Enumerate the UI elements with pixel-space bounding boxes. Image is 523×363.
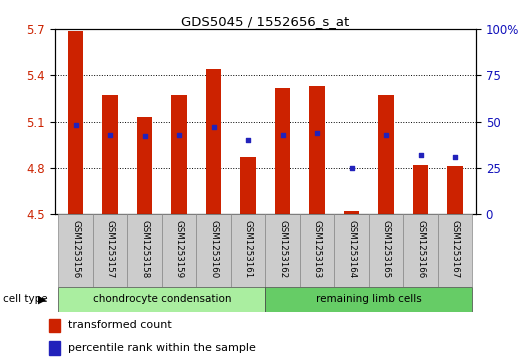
Point — [382, 132, 390, 138]
Bar — [266, 287, 472, 312]
Text: GSM1253161: GSM1253161 — [244, 220, 253, 278]
Bar — [438, 214, 472, 287]
Text: GSM1253162: GSM1253162 — [278, 220, 287, 278]
Point — [278, 132, 287, 138]
Bar — [59, 287, 266, 312]
Point — [451, 154, 459, 160]
Point — [106, 132, 115, 138]
Point — [347, 165, 356, 171]
Bar — [68, 30, 83, 214]
Bar — [49, 342, 60, 355]
Text: ▶: ▶ — [38, 294, 46, 305]
Point — [313, 130, 321, 136]
Bar — [403, 214, 438, 287]
Text: GSM1253167: GSM1253167 — [451, 220, 460, 278]
Title: GDS5045 / 1552656_s_at: GDS5045 / 1552656_s_at — [181, 15, 349, 28]
Bar — [310, 86, 325, 214]
Text: GSM1253165: GSM1253165 — [382, 220, 391, 278]
Text: GSM1253163: GSM1253163 — [313, 220, 322, 278]
Bar — [172, 95, 187, 214]
Point — [175, 132, 184, 138]
Bar — [206, 69, 221, 214]
Bar — [128, 214, 162, 287]
Text: GSM1253159: GSM1253159 — [175, 220, 184, 278]
Bar — [413, 165, 428, 214]
Bar — [197, 214, 231, 287]
Point — [244, 137, 253, 143]
Point — [141, 134, 149, 139]
Point — [210, 124, 218, 130]
Text: GSM1253157: GSM1253157 — [106, 220, 115, 278]
Text: GSM1253156: GSM1253156 — [71, 220, 80, 278]
Point — [416, 152, 425, 158]
Text: cell type: cell type — [3, 294, 47, 305]
Bar — [275, 87, 290, 214]
Bar — [448, 166, 463, 214]
Bar — [300, 214, 334, 287]
Text: GSM1253166: GSM1253166 — [416, 220, 425, 278]
Bar — [59, 214, 93, 287]
Bar — [231, 214, 266, 287]
Bar — [49, 319, 60, 332]
Text: GSM1253164: GSM1253164 — [347, 220, 356, 278]
Bar — [241, 157, 256, 214]
Point — [72, 122, 80, 128]
Text: percentile rank within the sample: percentile rank within the sample — [68, 343, 256, 353]
Text: chondrocyte condensation: chondrocyte condensation — [93, 294, 231, 305]
Bar — [266, 214, 300, 287]
Bar — [93, 214, 128, 287]
Bar — [379, 95, 394, 214]
Bar — [103, 95, 118, 214]
Text: GSM1253160: GSM1253160 — [209, 220, 218, 278]
Text: remaining limb cells: remaining limb cells — [316, 294, 422, 305]
Text: transformed count: transformed count — [68, 321, 172, 330]
Bar — [334, 214, 369, 287]
Bar — [162, 214, 197, 287]
Bar — [137, 117, 152, 214]
Bar — [369, 214, 403, 287]
Bar — [344, 211, 359, 214]
Text: GSM1253158: GSM1253158 — [140, 220, 149, 278]
